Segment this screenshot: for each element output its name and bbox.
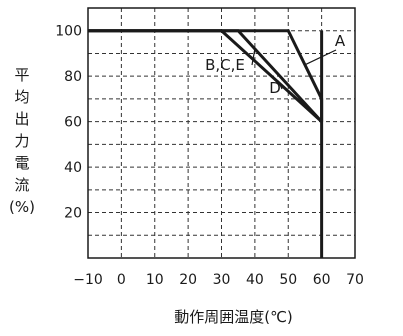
y-tick-label: 60 <box>64 115 82 131</box>
x-tick-label: 30 <box>213 272 231 288</box>
annotation-label-1: A <box>335 32 346 50</box>
x-tick-label: 40 <box>246 272 264 288</box>
annotation-label-2: B,C,E <box>205 56 245 74</box>
annotation-label-3: D <box>269 79 281 97</box>
annotation-leader-3 <box>277 80 283 90</box>
x-tick-label: 50 <box>279 272 297 288</box>
y-axis-label-char: 出 <box>14 110 29 128</box>
series-line-3 <box>88 29 323 123</box>
annotation-leader-2 <box>251 48 256 66</box>
x-axis-label: 動作周囲温度(℃) <box>174 308 293 326</box>
y-tick-label: 100 <box>55 24 82 40</box>
y-tick-label: 20 <box>64 206 82 222</box>
y-axis-label-unit: (%) <box>9 198 35 216</box>
y-axis-label-char: 電 <box>14 154 29 172</box>
x-tick-label: 70 <box>346 272 364 288</box>
x-tick-label: 0 <box>117 272 126 288</box>
y-axis-label-char: 均 <box>14 88 29 106</box>
y-axis-label-char: 平 <box>14 66 29 84</box>
annotation-leader-1 <box>304 49 337 66</box>
x-tick-label: 10 <box>146 272 164 288</box>
y-axis-label-char: 流 <box>14 176 29 194</box>
x-tick-labels: −10 0 10 20 30 40 50 60 70 <box>73 272 364 288</box>
x-tick-label: −10 <box>73 272 103 288</box>
y-tick-label: 80 <box>64 69 82 85</box>
y-tick-labels: 20 40 60 80 100 <box>55 24 82 222</box>
x-tick-label: 20 <box>179 272 197 288</box>
plot-area-frame <box>87 7 356 259</box>
grid-lines <box>88 8 355 258</box>
y-tick-label: 40 <box>64 160 82 176</box>
series-annotations: A B,C,E D <box>205 32 346 97</box>
y-axis-label-char: 力 <box>14 132 29 150</box>
x-tick-label: 60 <box>313 272 331 288</box>
